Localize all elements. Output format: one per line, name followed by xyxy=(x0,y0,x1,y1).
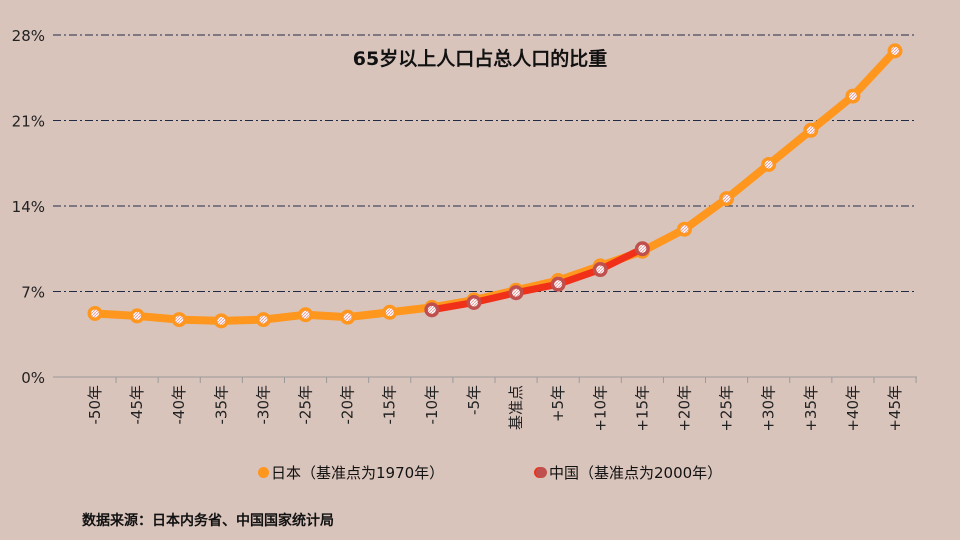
y-tick-label: 7% xyxy=(21,284,45,302)
data-point-inner xyxy=(680,225,689,234)
x-tick-label: -45年 xyxy=(128,385,146,425)
x-tick-label: +45年 xyxy=(886,385,904,432)
data-point-inner xyxy=(722,194,731,203)
x-tick-label: +30年 xyxy=(760,385,778,432)
data-point-inner xyxy=(91,309,99,318)
data-point-inner xyxy=(343,313,352,322)
legend-item-china: 中国（基准点为2000年） xyxy=(536,462,722,483)
data-point-inner xyxy=(175,315,184,324)
data-point-inner xyxy=(554,280,563,289)
x-tick-label: -20年 xyxy=(339,385,357,425)
y-tick-label: 28% xyxy=(12,27,45,45)
x-tick-label: -35年 xyxy=(212,385,230,425)
data-point-inner xyxy=(764,160,773,169)
data-point-inner xyxy=(891,46,899,55)
data-source-note: 数据来源：日本内务省、中国国家统计局 xyxy=(82,513,334,529)
x-tick-label: -25年 xyxy=(297,385,315,425)
data-point-inner xyxy=(638,244,647,253)
legend-item-japan: 日本（基准点为1970年） xyxy=(258,462,444,483)
x-tick-label: +35年 xyxy=(802,385,820,432)
data-point-inner xyxy=(133,311,142,320)
x-tick-label: -50年 xyxy=(86,385,104,425)
data-point-inner xyxy=(469,298,478,307)
legend-label: 中国（基准点为2000年） xyxy=(549,464,723,482)
y-tick-label: 14% xyxy=(12,198,45,216)
data-point-inner xyxy=(301,310,310,319)
x-tick-label: -5年 xyxy=(465,385,483,415)
y-tick-label: 21% xyxy=(12,113,45,131)
data-point-inner xyxy=(385,308,394,317)
x-tick-label: +15年 xyxy=(633,385,651,432)
x-tick-label: -10年 xyxy=(423,385,441,425)
data-point-inner xyxy=(217,316,226,325)
data-point-inner xyxy=(427,305,436,314)
data-point-inner xyxy=(848,92,857,101)
x-tick-label: +25年 xyxy=(718,385,736,432)
x-tick-label: +40年 xyxy=(844,385,862,432)
x-tick-label: +20年 xyxy=(675,385,693,432)
data-point-inner xyxy=(806,126,815,135)
y-tick-label: 0% xyxy=(21,369,45,387)
x-tick-label: +10年 xyxy=(591,385,609,432)
data-point-inner xyxy=(596,265,605,274)
x-tick-label: -40年 xyxy=(170,385,188,425)
x-tick-label: -30年 xyxy=(254,385,272,425)
x-tick-label: +5年 xyxy=(549,385,567,422)
legend-marker-icon xyxy=(536,467,547,478)
chart-title: 65岁以上人口占总人口的比重 xyxy=(352,48,608,70)
data-point-inner xyxy=(259,315,268,324)
legend-label: 日本（基准点为1970年） xyxy=(271,464,445,482)
data-point-inner xyxy=(512,288,521,297)
x-tick-label: -15年 xyxy=(381,385,399,425)
legend-marker-icon xyxy=(258,467,269,478)
x-tick-label: 基准点 xyxy=(507,385,525,430)
series-line-0 xyxy=(94,48,898,325)
